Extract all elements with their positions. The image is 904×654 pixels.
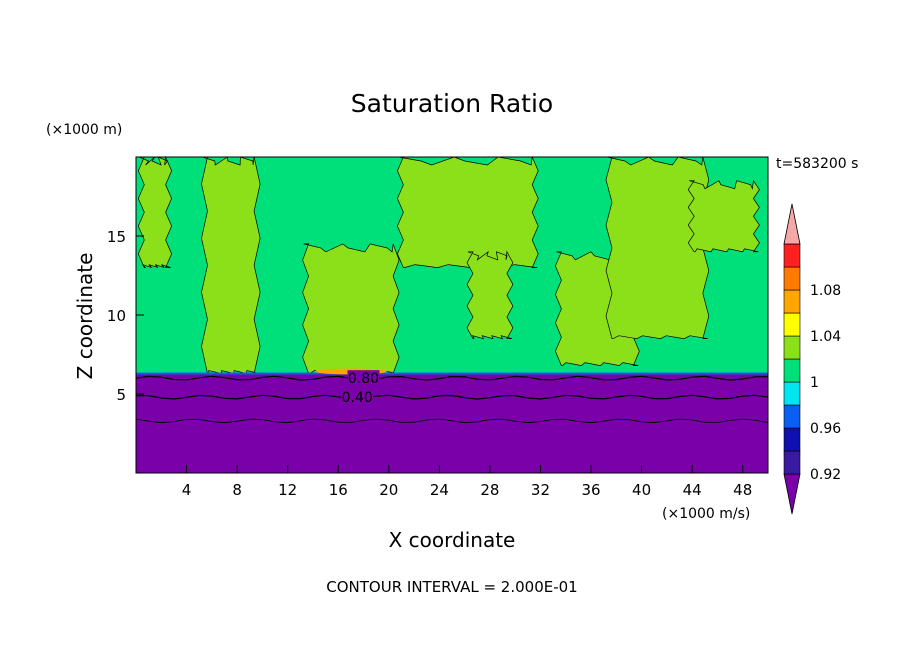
colorbar-segment <box>783 404 801 429</box>
colorbar-bottom-arrow <box>783 473 801 515</box>
moist-region <box>397 155 539 268</box>
x-axis: 4 8 12 16 20 24 28 32 36 40 44 48 <box>182 465 752 499</box>
colorbar-label: 1.04 <box>810 329 841 345</box>
contour-label-bg <box>347 370 380 386</box>
x-tick-label: 12 <box>278 481 297 499</box>
contour-label: 0.80 <box>348 371 379 387</box>
x-tick-label: 8 <box>232 481 242 499</box>
contour-label-bg <box>341 389 374 405</box>
y-unit-label: (×1000 m) <box>46 122 122 138</box>
colorbar-segment <box>783 358 801 383</box>
colorbar-segment <box>783 427 801 452</box>
x-unit-label: (×1000 m/s) <box>662 506 750 522</box>
y-tick-label: 15 <box>107 228 126 246</box>
plot-area: 0.80 0.40 <box>135 155 769 474</box>
x-tick-label: 20 <box>379 481 398 499</box>
x-tick-label: 16 <box>329 481 348 499</box>
colorbar-segment <box>783 312 801 337</box>
x-tick-label: 28 <box>480 481 499 499</box>
colorbar-top-arrow <box>783 203 801 245</box>
colorbar-segment <box>783 266 801 291</box>
y-tick-label: 5 <box>116 386 126 404</box>
contour-interval-footer: CONTOUR INTERVAL = 2.000E-01 <box>326 578 577 596</box>
colorbar-segment <box>783 335 801 360</box>
moist-region <box>302 243 400 374</box>
time-label: t=583200 s <box>776 156 858 172</box>
chart-title: Saturation Ratio <box>351 89 553 118</box>
contour-line <box>135 394 769 400</box>
x-axis-label: X coordinate <box>389 528 516 552</box>
moist-region <box>687 179 760 253</box>
y-axis: 5 10 15 <box>107 228 144 404</box>
colorbar-segment <box>783 243 801 268</box>
x-tick-label: 32 <box>531 481 550 499</box>
colorbar-segment <box>783 381 801 406</box>
colorbar-segment <box>783 450 801 475</box>
dry-layer <box>136 373 768 473</box>
x-tick-label: 4 <box>182 481 192 499</box>
x-tick-label: 40 <box>632 481 651 499</box>
contour-lines: 0.80 0.40 <box>135 370 769 424</box>
colorbar-segment <box>783 289 801 314</box>
x-tick-label: 44 <box>683 481 702 499</box>
moist-region <box>466 250 514 340</box>
x-tick-label: 48 <box>733 481 752 499</box>
colorbar-label: 1 <box>810 375 819 391</box>
moist-region <box>201 156 261 374</box>
y-axis-label: Z coordinate <box>73 253 97 380</box>
colorbar-label: 0.96 <box>810 421 841 437</box>
contour-line <box>135 375 769 381</box>
colorbar-label: 1.08 <box>810 283 841 299</box>
colorbar: 0.92 0.96 1 1.04 1.08 <box>783 203 841 515</box>
contour-label: 0.40 <box>342 390 373 406</box>
colorbar-label: 0.92 <box>810 467 841 483</box>
y-tick-label: 10 <box>107 307 126 325</box>
contour-line <box>135 418 769 424</box>
x-tick-label: 36 <box>581 481 600 499</box>
saturation-field <box>136 155 768 473</box>
x-tick-label: 24 <box>430 481 449 499</box>
